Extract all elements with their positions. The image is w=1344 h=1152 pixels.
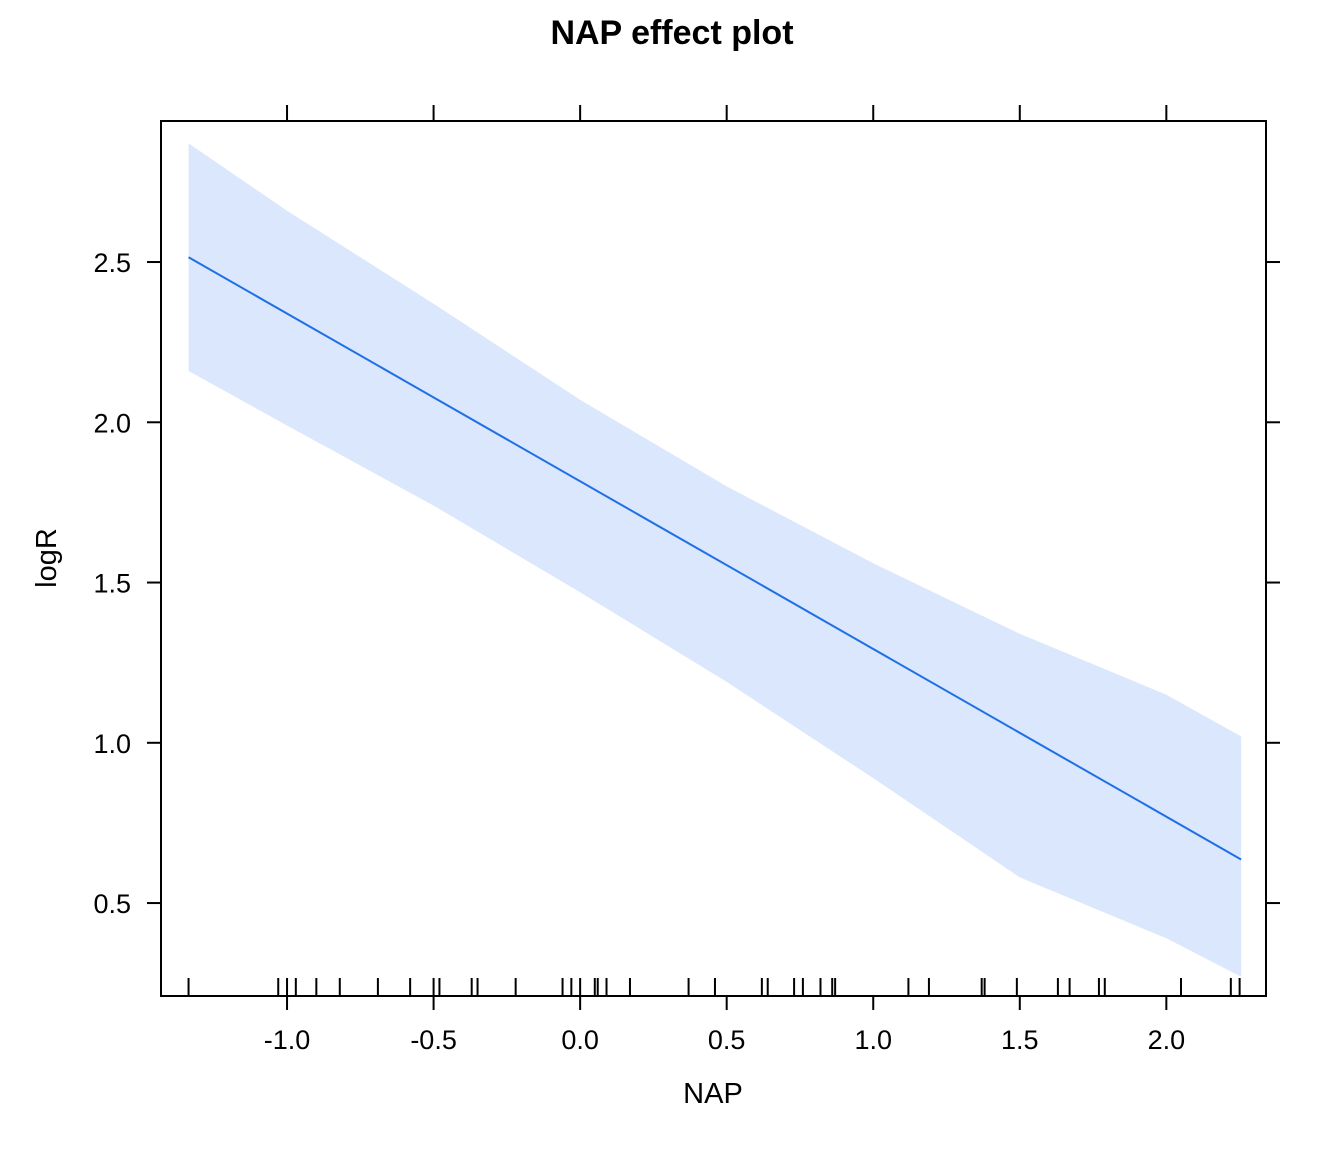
y-tick-label: 0.5 [93, 889, 131, 919]
x-tick-label: 1.0 [854, 1025, 892, 1055]
y-axis-label: logR [31, 528, 63, 588]
rug-layer [187, 978, 1241, 996]
x-tick-label: 0.5 [708, 1025, 746, 1055]
y-axis: 0.5 1.0 1.5 2.0 2.5 [93, 248, 1280, 919]
fit-line [188, 256, 1242, 861]
fit-line-layer [188, 256, 1242, 861]
x-tick-label: 1.5 [1001, 1025, 1039, 1055]
y-tick-label: 2.0 [93, 408, 131, 438]
y-tick-label: 1.0 [93, 729, 131, 759]
plot-frame [160, 120, 1267, 997]
chart-title: NAP effect plot [550, 14, 793, 52]
x-axis: -1.0 -0.5 0.0 0.5 1.0 1.5 2.0 [264, 105, 1185, 1055]
x-axis-label: NAP [683, 1078, 743, 1110]
x-tick-label: 2.0 [1148, 1025, 1186, 1055]
y-tick-label: 1.5 [93, 569, 131, 599]
confidence-band-layer [188, 143, 1242, 977]
x-tick-label: -1.0 [264, 1025, 311, 1055]
x-tick-label: -0.5 [410, 1025, 457, 1055]
x-tick-label: 0.0 [561, 1025, 599, 1055]
confidence-band [188, 143, 1242, 977]
y-tick-label: 2.5 [93, 248, 131, 278]
